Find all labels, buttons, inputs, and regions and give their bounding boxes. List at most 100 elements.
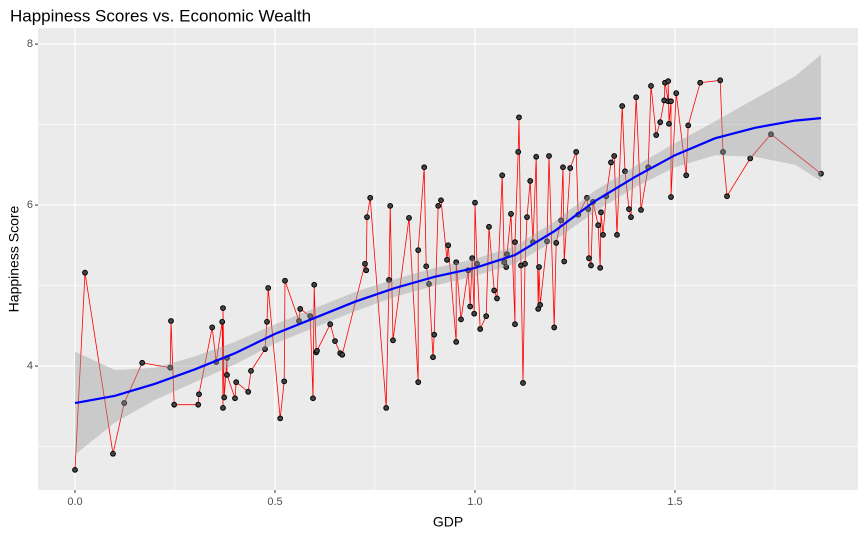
point: [121, 400, 128, 406]
point: [516, 114, 522, 121]
point: [383, 405, 390, 411]
chart-title: Happiness Scores vs. Economic Wealth: [10, 6, 311, 25]
x-tick-label: 0.5: [267, 496, 282, 508]
point: [311, 281, 318, 288]
point: [281, 378, 288, 385]
point: [232, 395, 238, 402]
point: [697, 79, 704, 86]
point: [527, 178, 534, 184]
point: [546, 153, 552, 159]
point: [327, 321, 334, 328]
point: [588, 262, 594, 269]
point: [314, 347, 320, 354]
point: [600, 231, 606, 238]
point: [536, 264, 542, 270]
point: [598, 209, 604, 216]
point: [501, 259, 508, 266]
point: [673, 90, 680, 97]
point: [666, 120, 672, 127]
point: [171, 401, 178, 408]
point: [768, 131, 774, 138]
point: [167, 364, 174, 371]
point: [82, 269, 88, 276]
point: [297, 306, 304, 312]
point: [586, 255, 592, 262]
point: [608, 159, 614, 166]
point: [415, 379, 422, 386]
point: [537, 301, 544, 308]
point: [363, 267, 370, 274]
y-axis-title: Happiness Score: [6, 205, 22, 312]
point: [438, 197, 444, 204]
point: [614, 231, 620, 238]
point: [724, 193, 730, 200]
point: [558, 217, 564, 224]
point: [567, 165, 574, 171]
point: [139, 359, 146, 366]
point: [533, 153, 540, 160]
point: [503, 264, 510, 270]
point: [544, 238, 550, 245]
point: [415, 247, 422, 254]
point: [818, 170, 824, 177]
point: [339, 351, 346, 358]
point: [453, 259, 460, 266]
point: [367, 194, 374, 201]
point: [168, 318, 174, 324]
point: [665, 78, 672, 85]
point: [435, 202, 442, 209]
point: [524, 214, 530, 221]
x-tick-label: 0.0: [67, 496, 82, 508]
point: [262, 346, 268, 353]
point: [622, 168, 628, 175]
point: [668, 194, 674, 200]
point: [430, 354, 436, 361]
point: [494, 295, 500, 302]
point: [458, 316, 464, 323]
point: [561, 258, 568, 265]
point: [233, 379, 240, 386]
point: [720, 149, 726, 155]
point: [471, 310, 478, 317]
point: [483, 313, 490, 320]
point: [453, 339, 460, 345]
point: [390, 337, 396, 344]
point: [469, 255, 476, 262]
y-tick-label: 8: [27, 38, 33, 50]
point: [573, 149, 580, 155]
point: [597, 264, 604, 271]
point: [332, 338, 338, 344]
point: [72, 466, 78, 473]
point: [486, 223, 492, 230]
y-tick-label: 4: [27, 360, 33, 372]
point: [219, 318, 226, 325]
x-axis-title: GDP: [433, 514, 463, 530]
point: [626, 206, 632, 212]
point: [362, 260, 368, 267]
point: [522, 260, 528, 267]
point: [387, 202, 394, 209]
point: [512, 239, 518, 245]
point: [668, 98, 674, 105]
point: [633, 94, 640, 101]
point: [220, 305, 226, 311]
smooth-line: [74, 117, 822, 405]
point: [657, 119, 664, 126]
point: [406, 215, 412, 221]
point: [619, 103, 626, 109]
point: [499, 172, 506, 179]
point: [444, 256, 450, 263]
point: [584, 194, 590, 201]
point: [512, 321, 518, 328]
point: [685, 122, 692, 129]
point: [431, 331, 438, 338]
point: [553, 240, 560, 246]
point: [472, 199, 478, 206]
point: [520, 380, 526, 386]
point: [248, 367, 254, 374]
point: [265, 285, 272, 291]
point: [195, 401, 202, 408]
point: [467, 303, 474, 310]
point: [245, 388, 252, 395]
point: [477, 326, 484, 332]
